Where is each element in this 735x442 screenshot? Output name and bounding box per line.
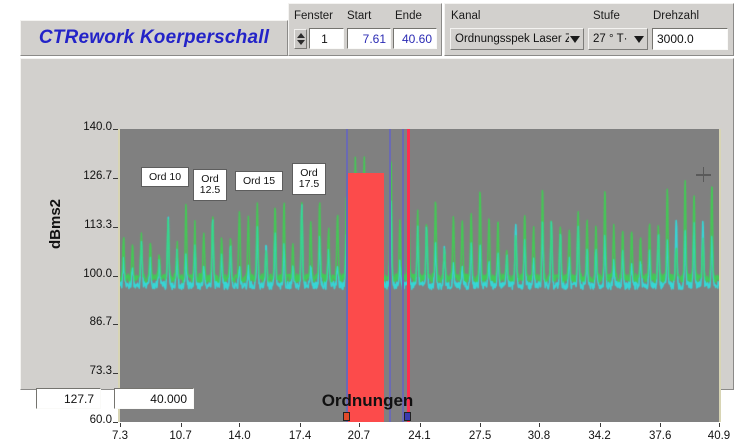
- ende-input[interactable]: 40.60: [393, 28, 437, 49]
- x-tick-mark: [538, 423, 540, 427]
- x-tick-label: 20.7: [347, 430, 371, 442]
- x-tick-mark: [480, 423, 482, 427]
- x-tick-mark: [120, 423, 121, 427]
- y-tick-mark: [113, 324, 118, 326]
- cursor-x-readout[interactable]: 40.000: [114, 388, 194, 409]
- kanal-dropdown-value: Ordnungsspek Laser ZK: [455, 33, 569, 45]
- y-tick-mark: [113, 373, 118, 375]
- cursor-line-marker-a[interactable]: [401, 129, 404, 422]
- order-annotation[interactable]: Ord 12.5: [193, 169, 227, 201]
- x-tick-mark: [419, 423, 421, 427]
- graph-panel: dBms2 140.0 126.7 113.3 100.0 86.7 73.3 60.0 O…: [20, 58, 734, 442]
- x-tick-label: 34.2: [588, 430, 611, 442]
- spinner-down-icon[interactable]: [296, 40, 305, 45]
- x-tick-mark: [660, 423, 662, 427]
- x-tick-mark: [180, 423, 182, 427]
- cursor-line-marker-b[interactable]: [407, 129, 411, 422]
- app-title-panel: CTRework Koerperschall: [20, 20, 288, 56]
- y-tick-label: 86.7: [89, 316, 112, 329]
- x-tick-mark: [599, 423, 601, 427]
- x-tick-label: 37.6: [648, 430, 672, 442]
- x-axis-label: Ordnungen: [321, 391, 414, 410]
- application-window: CTRework Koerperschall Fenster Start End…: [20, 3, 734, 442]
- x-tick-mark: [719, 423, 720, 427]
- fenster-input[interactable]: 1: [309, 28, 344, 49]
- plot-area[interactable]: Ord 10 Ord 12.5 Ord 15 Ord 17.5: [118, 129, 721, 422]
- order-annotation-text: 17.5: [298, 178, 320, 190]
- y-tick-mark: [113, 177, 118, 179]
- page-title: CTRework Koerperschall: [38, 27, 270, 48]
- cursor-handle-region-start[interactable]: [343, 412, 351, 421]
- drehzahl-label: Drehzahl: [653, 10, 700, 22]
- y-tick-label: 100.0: [83, 267, 112, 280]
- x-tick-label: 24.1: [408, 430, 431, 442]
- kanal-label: Kanal: [451, 10, 481, 22]
- y-tick-mark: [113, 226, 118, 228]
- y-tick-label: 73.3: [89, 365, 112, 378]
- stufe-dropdown[interactable]: 27 ° T·: [588, 28, 648, 50]
- y-tick-label: 60.0: [89, 414, 112, 426]
- window-controls-panel: Fenster Start Ende 1 7.61 40.60: [288, 3, 442, 56]
- y-tick-label: 140.0: [83, 121, 112, 133]
- order-annotation-text: Ord 15: [242, 174, 276, 187]
- order-annotation[interactable]: Ord 17.5: [292, 163, 326, 195]
- cursor-handle-marker-b[interactable]: [404, 412, 412, 421]
- x-tick-label: 10.7: [169, 430, 192, 442]
- x-tick-label: 30.8: [527, 430, 551, 442]
- start-input[interactable]: 7.61: [347, 28, 391, 49]
- y-tick-label: 126.7: [83, 169, 112, 182]
- highlight-region[interactable]: [346, 172, 384, 422]
- stufe-label: Stufe: [593, 10, 620, 22]
- order-annotation-text: Ord 10: [148, 170, 182, 183]
- chevron-down-icon[interactable]: [570, 35, 580, 43]
- y-tick-mark: [113, 275, 118, 277]
- order-annotation-text: 12.5: [199, 184, 221, 196]
- x-tick-mark: [358, 423, 360, 427]
- fenster-label: Fenster: [294, 10, 333, 22]
- y-tick-mark: [113, 129, 118, 130]
- crosshair-cursor-icon[interactable]: [695, 167, 711, 183]
- y-tick-label: 113.3: [84, 218, 112, 231]
- ende-label: Ende: [395, 10, 422, 22]
- x-tick-label: 17.4: [288, 430, 312, 442]
- order-annotation-text: Ord: [300, 167, 318, 179]
- spinner-up-icon[interactable]: [296, 33, 305, 38]
- cursor-line-region-start[interactable]: [346, 129, 349, 422]
- drehzahl-input[interactable]: 3000.0: [652, 28, 728, 50]
- cursor-line-region-end[interactable]: [389, 129, 392, 422]
- order-annotation[interactable]: Ord 15: [235, 171, 283, 191]
- y-axis-label: dBms2: [47, 198, 64, 249]
- x-tick-mark: [239, 423, 241, 427]
- x-tick-label: 7.3: [112, 430, 128, 442]
- fenster-spinner[interactable]: [294, 29, 307, 49]
- x-tick-label: 40.9: [707, 430, 731, 442]
- x-tick-mark: [300, 423, 302, 427]
- chevron-down-icon[interactable]: [634, 35, 644, 43]
- cursor-y-readout[interactable]: 127.7: [36, 388, 101, 409]
- order-annotation-text: Ord: [201, 173, 219, 185]
- start-label: Start: [347, 10, 372, 22]
- x-tick-label: 27.5: [468, 430, 492, 442]
- x-tick-label: 14.0: [228, 430, 251, 442]
- order-annotation[interactable]: Ord 10: [141, 167, 189, 187]
- y-tick-mark: [113, 422, 118, 423]
- channel-controls-panel: Kanal Stufe Drehzahl Ordnungsspek Laser …: [444, 3, 734, 56]
- stufe-dropdown-value: 27 ° T·: [593, 33, 628, 45]
- kanal-dropdown[interactable]: Ordnungsspek Laser ZK: [450, 28, 584, 50]
